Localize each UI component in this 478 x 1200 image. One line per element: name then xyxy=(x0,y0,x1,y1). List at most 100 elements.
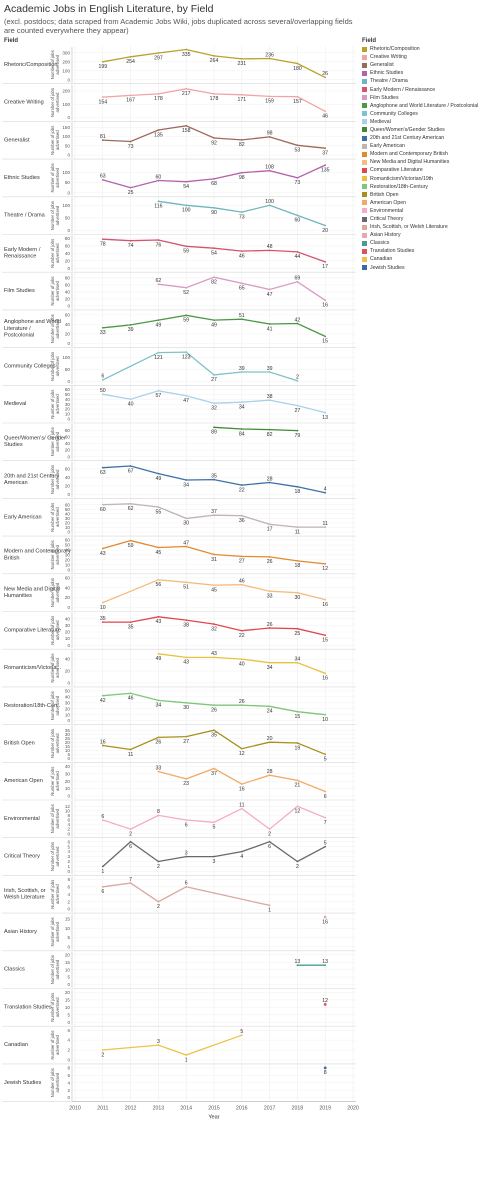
legend-item[interactable]: Environmental xyxy=(362,207,478,215)
y-tick-label: 5 xyxy=(67,975,70,980)
data-label: 199 xyxy=(98,64,107,70)
legend-item[interactable]: Canadian xyxy=(362,255,478,263)
legend-item[interactable]: Early American xyxy=(362,142,478,150)
legend-item[interactable]: Anglophone and World Literature / Postco… xyxy=(362,102,478,110)
data-point xyxy=(213,177,215,180)
y-axis-title-line: Number of jobs xyxy=(50,540,55,569)
y-axis-title-line: Number of jobs xyxy=(50,163,55,192)
data-label: 16 xyxy=(322,303,328,309)
y-tick-label: 0 xyxy=(67,1095,70,1100)
legend-item[interactable]: Translation Studies xyxy=(362,247,478,255)
legend-item[interactable]: Restoration/18th-Century xyxy=(362,183,478,191)
y-tick-label: 4 xyxy=(67,849,70,854)
data-point xyxy=(296,176,299,179)
data-point xyxy=(296,250,299,253)
data-point xyxy=(240,583,243,586)
legend-item[interactable]: Film Studies xyxy=(362,94,478,102)
y-axis-title: Number of jobsadvertised xyxy=(50,616,60,645)
legend-item[interactable]: Comparative Literature xyxy=(362,166,478,174)
legend-item[interactable]: Rhetoric/Composition xyxy=(362,45,478,53)
data-label: 81 xyxy=(100,134,106,140)
legend-item[interactable]: Romanticism/Victorian/19th xyxy=(362,175,478,183)
y-tick-label: 100 xyxy=(62,134,70,139)
row-label-line: Environmental xyxy=(4,816,40,822)
data-label: 5 xyxy=(324,840,327,846)
legend-swatch xyxy=(362,167,367,173)
data-point xyxy=(324,964,327,967)
data-point xyxy=(101,547,104,550)
legend-item[interactable]: Creative Writing xyxy=(362,53,478,61)
data-label: 34 xyxy=(183,482,189,488)
data-label: 69 xyxy=(295,276,301,282)
series-line xyxy=(102,579,326,604)
legend-item[interactable]: Early Modern / Renaissance xyxy=(362,85,478,93)
legend-item[interactable]: 20th and 21st Century American xyxy=(362,134,478,142)
y-tick-label: 30 xyxy=(65,771,71,776)
data-label: 100 xyxy=(182,208,191,214)
data-point xyxy=(185,180,188,183)
data-point xyxy=(324,845,327,848)
legend-swatch xyxy=(362,87,367,93)
data-label: 1 xyxy=(268,908,271,914)
data-point xyxy=(240,783,243,786)
y-tick-label: 40 xyxy=(65,251,71,256)
y-tick-label: 30 xyxy=(65,700,71,705)
row-label: Queer/Women's/ Gender Studies xyxy=(4,436,66,449)
data-label: 32 xyxy=(211,405,217,411)
data-label: 51 xyxy=(183,585,189,591)
data-point xyxy=(324,335,327,338)
data-point xyxy=(296,860,299,863)
legend-item[interactable]: Irish, Scottish, or Welsh Literature xyxy=(362,223,478,231)
legend-label: 20th and 21st Century American xyxy=(370,135,445,142)
y-axis-title: Number of jobsadvertised xyxy=(50,314,60,343)
legend-item[interactable]: Ethnic Studies xyxy=(362,69,478,77)
data-point xyxy=(240,484,243,486)
data-label: 43 xyxy=(211,651,217,657)
data-point xyxy=(185,855,188,858)
legend-item[interactable]: Jewish Studies xyxy=(362,264,478,272)
y-axis-title-line: Number of jobs xyxy=(50,767,55,796)
data-label: 16 xyxy=(322,919,328,925)
row-label: 20th and 21st Century American xyxy=(4,474,59,487)
y-tick-label: 0 xyxy=(67,756,70,761)
legend-item[interactable]: Community Colleges xyxy=(362,110,478,118)
x-tick-label: 2015 xyxy=(208,1106,220,1112)
legend-item[interactable]: American Open xyxy=(362,199,478,207)
y-tick-label: 10 xyxy=(65,786,71,791)
y-tick-label: 20 xyxy=(65,258,71,263)
data-point xyxy=(101,466,104,469)
data-point xyxy=(213,137,215,139)
legend-item[interactable]: Modern and Contemporary British xyxy=(362,150,478,158)
y-axis-title: Number of jobsadvertised xyxy=(50,126,60,155)
legend-item[interactable]: Asian History xyxy=(362,231,478,239)
data-point xyxy=(240,58,243,60)
data-label: 82 xyxy=(211,280,217,286)
legend-item[interactable]: New Media and Digital Humanities xyxy=(362,158,478,166)
y-tick-label: 40 xyxy=(65,548,71,553)
data-label: 39 xyxy=(267,366,273,372)
row-label-line: Queer/Women's/ Gender xyxy=(4,436,66,442)
y-tick-label: 0 xyxy=(67,153,70,158)
data-label: 27 xyxy=(211,377,217,383)
data-label: 17 xyxy=(267,527,273,533)
legend-item[interactable]: Classics xyxy=(362,239,478,247)
legend-item[interactable]: British Open xyxy=(362,191,478,199)
row-label: Film Studies xyxy=(4,289,35,295)
legend-item[interactable]: Queer/Women's/Gender Studies xyxy=(362,126,478,134)
data-label: 11 xyxy=(239,802,244,808)
legend-swatch xyxy=(362,54,367,60)
y-tick-label: 0 xyxy=(67,115,70,120)
y-tick-label: 50 xyxy=(65,367,71,372)
legend-item[interactable]: Theatre / Drama xyxy=(362,77,478,85)
y-axis-title-line: Number of jobs xyxy=(50,616,55,645)
data-point xyxy=(324,713,327,716)
legend-item[interactable]: Critical Theory xyxy=(362,215,478,223)
legend-item[interactable]: Generalist xyxy=(362,61,478,69)
data-label: 16 xyxy=(100,739,106,745)
legend-item[interactable]: Medieval xyxy=(362,118,478,126)
data-point xyxy=(296,62,299,65)
data-label: 59 xyxy=(128,543,134,549)
legend-label: Medieval xyxy=(370,118,391,125)
data-point xyxy=(296,591,299,594)
data-point xyxy=(213,206,215,209)
